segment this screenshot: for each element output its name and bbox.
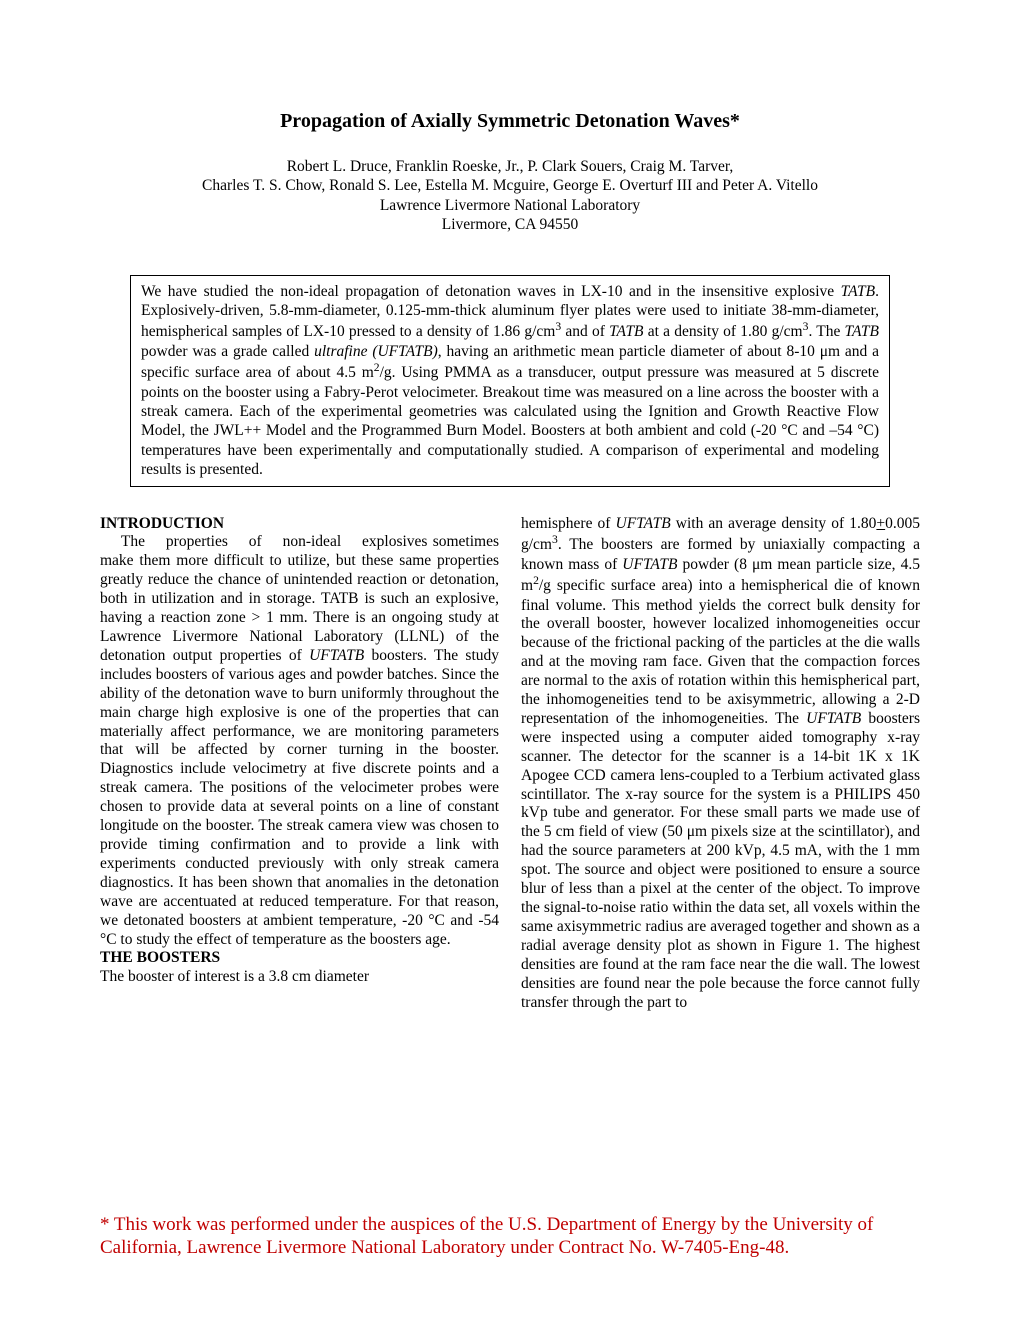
page: Propagation of Axially Symmetric Detonat… (0, 0, 1020, 1320)
abstract-box: We have studied the non-ideal propagatio… (130, 275, 890, 487)
introduction-body: The properties of non-ideal explosives s… (100, 533, 499, 949)
authors-block: Robert L. Druce, Franklin Roeske, Jr., P… (100, 157, 920, 235)
boosters-lead: The booster of interest is a 3.8 cm diam… (100, 968, 499, 987)
affiliation-1: Lawrence Livermore National Laboratory (100, 196, 920, 215)
paper-title: Propagation of Axially Symmetric Detonat… (100, 110, 920, 133)
section-heading-introduction: INTRODUCTION (100, 515, 224, 532)
column-right: hemisphere of UFTATB with an average den… (521, 515, 920, 1013)
two-column-body: INTRODUCTION The properties of non-ideal… (100, 515, 920, 1013)
authors-line-1: Robert L. Druce, Franklin Roeske, Jr., P… (100, 157, 920, 176)
section-heading-boosters: THE BOOSTERS (100, 949, 220, 966)
column-left: INTRODUCTION The properties of non-ideal… (100, 515, 499, 1013)
funding-footnote: * This work was performed under the ausp… (100, 1213, 920, 1261)
affiliation-2: Livermore, CA 94550 (100, 215, 920, 234)
authors-line-2: Charles T. S. Chow, Ronald S. Lee, Estel… (100, 176, 920, 195)
